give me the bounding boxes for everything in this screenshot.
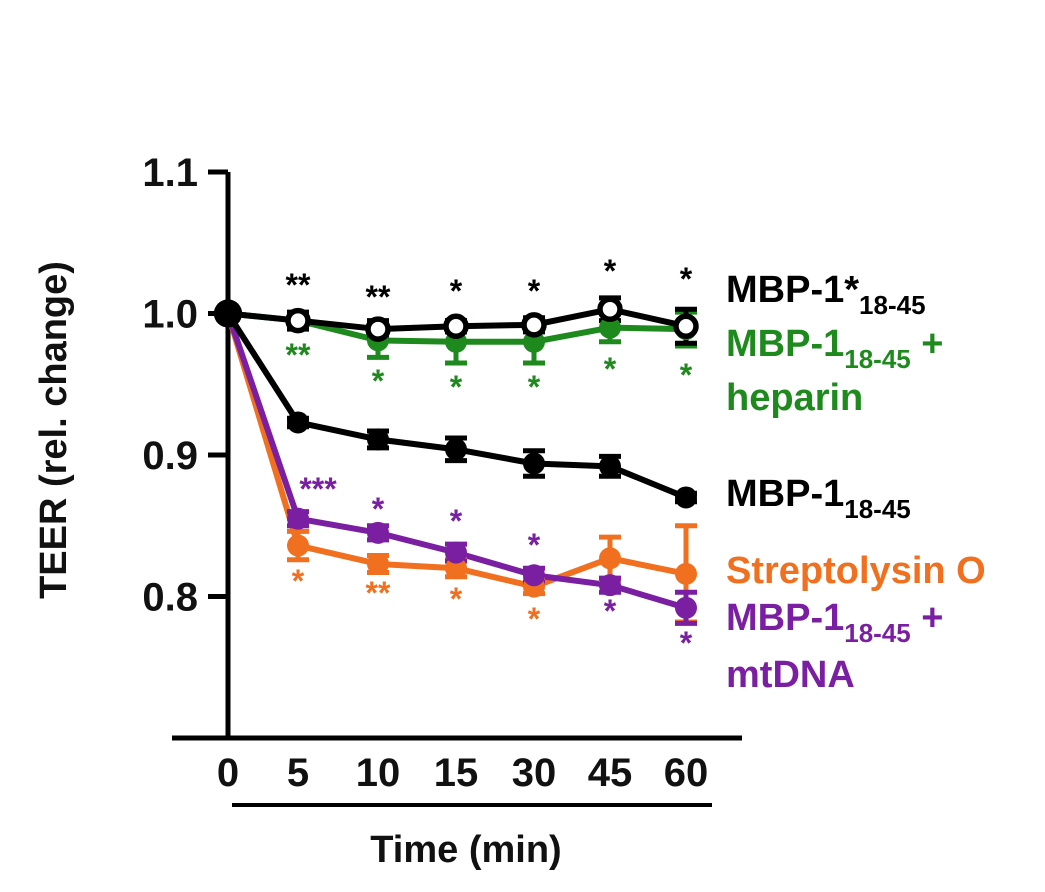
x-tick-label: 15 (434, 751, 479, 795)
significance-marker: * (604, 253, 617, 289)
significance-marker: ** (286, 337, 311, 373)
legend-subscript: 18-45 (859, 290, 926, 320)
significance-marker: * (604, 351, 617, 387)
significance-marker: * (528, 601, 541, 637)
data-point (675, 562, 697, 585)
data-point (673, 313, 699, 339)
legend-entry-label-line2: heparin (726, 377, 863, 419)
data-point (523, 564, 545, 587)
data-point (599, 547, 621, 570)
significance-marker: * (680, 357, 693, 393)
legend-main-text: MBP-1* (726, 269, 859, 311)
data-point (675, 486, 697, 509)
data-point (599, 455, 621, 478)
data-point (287, 507, 309, 530)
significance-marker: * (372, 491, 385, 527)
significance-marker: * (528, 273, 541, 309)
x-tick-label: 10 (356, 751, 401, 795)
data-point (367, 428, 389, 451)
y-tick-label: 0.9 (142, 434, 198, 478)
significance-marker: * (450, 369, 463, 405)
significance-marker: * (528, 369, 541, 405)
significance-marker: *** (299, 471, 337, 507)
legend-entry-label: Streptolysin O (726, 550, 986, 592)
significance-marker: * (450, 503, 463, 539)
significance-marker: ** (286, 267, 311, 303)
legend-suffix: + (911, 597, 944, 639)
significance-marker: * (528, 527, 541, 563)
significance-marker: * (450, 273, 463, 309)
significance-marker: * (604, 593, 617, 629)
data-point (445, 541, 467, 564)
significance-marker: * (680, 625, 693, 661)
data-point (523, 452, 545, 475)
significance-marker: * (292, 563, 305, 599)
y-tick-label: 0.8 (142, 576, 198, 620)
data-point (214, 299, 242, 328)
data-point (367, 521, 389, 544)
legend-main-text: MBP-1 (726, 597, 844, 639)
legend-subscript: 18-45 (844, 618, 911, 648)
data-point (599, 316, 621, 339)
legend-entry-label: MBP-118-45 + (726, 323, 943, 374)
x-tick-label: 30 (512, 751, 557, 795)
legend-subscript: 18-45 (844, 494, 911, 524)
data-point (287, 534, 309, 557)
data-point (599, 574, 621, 597)
x-tick-label: 0 (217, 751, 239, 795)
legend-suffix: + (911, 323, 944, 365)
legend-main-text: MBP-1 (726, 323, 844, 365)
data-point (597, 296, 623, 323)
data-point (445, 557, 467, 580)
legend-entry-label: MBP-118-45 + (726, 597, 943, 648)
data-point (675, 596, 697, 619)
legend-main-text: Streptolysin O (726, 550, 986, 592)
x-tick-label: 60 (664, 751, 709, 795)
data-point (521, 312, 547, 338)
legend-entry-label-line2: mtDNA (726, 654, 855, 696)
x-axis-title: Time (min) (370, 829, 561, 871)
significance-marker: * (680, 261, 693, 297)
data-point (285, 307, 311, 334)
y-axis-title: TEER (rel. change) (33, 261, 75, 599)
legend-entry-label: MBP-118-45 (726, 473, 911, 524)
legend-main-text: MBP-1 (726, 473, 844, 515)
significance-marker: * (372, 363, 385, 399)
data-point (443, 313, 469, 339)
y-tick-label: 1.0 (142, 293, 198, 337)
significance-marker: ** (366, 575, 391, 611)
y-tick-label: 1.1 (142, 151, 198, 195)
legend-subscript: 18-45 (844, 344, 911, 374)
x-tick-label: 5 (287, 751, 309, 795)
x-tick-label: 45 (588, 751, 633, 795)
data-point (367, 552, 389, 575)
legend-entry-label: MBP-1*18-45 (726, 269, 926, 320)
data-point (287, 411, 309, 434)
significance-marker: ** (366, 279, 391, 315)
data-point (365, 316, 391, 342)
significance-marker: * (450, 581, 463, 617)
data-point (445, 438, 467, 461)
